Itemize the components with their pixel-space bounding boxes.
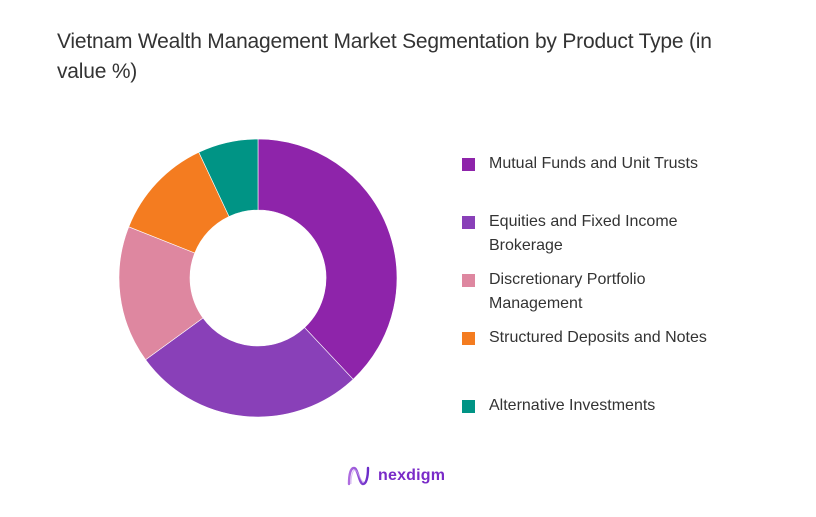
legend-label: Mutual Funds and Unit Trusts: [489, 155, 698, 172]
legend-swatch: [462, 158, 475, 171]
legend-swatch: [462, 274, 475, 287]
legend-swatch: [462, 332, 475, 345]
legend-item-discretionary: Discretionary Portfolio Management: [462, 268, 709, 316]
legend-item-alternative: Alternative Investments: [462, 394, 709, 418]
donut-chart: [119, 139, 397, 417]
donut-slice: [119, 226, 204, 361]
legend-label: Equities and Fixed Income Brokerage: [489, 213, 678, 254]
legend-item-structured: Structured Deposits and Notes: [462, 326, 709, 350]
legend-label: Structured Deposits and Notes: [489, 329, 707, 346]
legend-label: Discretionary Portfolio Management: [489, 271, 646, 312]
legend-swatch: [462, 400, 475, 413]
donut-slice: [145, 317, 354, 417]
legend-item-mutual-funds: Mutual Funds and Unit Trusts: [462, 152, 709, 176]
nexdigm-wave-icon: [347, 466, 370, 486]
chart-title: Vietnam Wealth Management Market Segment…: [57, 30, 712, 83]
legend-swatch: [462, 216, 475, 229]
legend-label: Alternative Investments: [489, 397, 656, 414]
donut-slice: [198, 139, 259, 217]
nexdigm-logo: nexdigm: [346, 465, 445, 487]
donut-slice: [257, 139, 397, 380]
logo-text: nexdigm: [378, 467, 446, 484]
legend-item-equities: Equities and Fixed Income Brokerage: [462, 210, 709, 258]
